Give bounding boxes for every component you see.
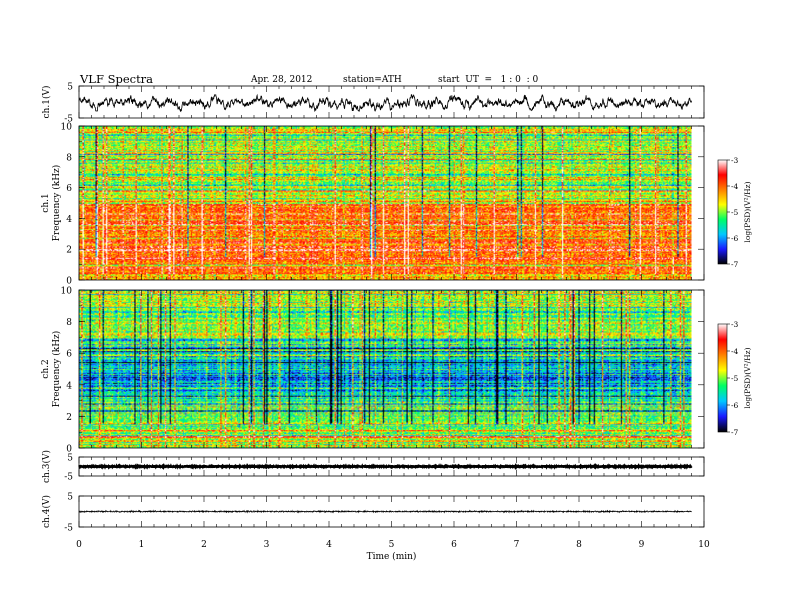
x-tick-label-10: 10 xyxy=(698,540,710,550)
x-tick-label-1: 1 xyxy=(139,540,145,550)
s2-y-tick-label: 6 xyxy=(66,350,72,360)
s1-y-tick-label: 8 xyxy=(66,153,72,163)
x-tick-label-2: 2 xyxy=(201,540,207,550)
w4-y-tick-label: -5 xyxy=(64,524,73,534)
spectrogram-images xyxy=(79,126,692,448)
s2-y-label-channel: ch.2 xyxy=(41,359,51,378)
w4-y-tick-label: 5 xyxy=(67,493,73,503)
s2-colorbar-tick-label: -7 xyxy=(731,428,739,437)
s2-y-tick-label: 10 xyxy=(61,287,73,297)
s1-colorbar-tick-label: -3 xyxy=(731,156,739,165)
s1-colorbar-tick-label: -7 xyxy=(731,260,739,269)
s2-y-tick-label: 2 xyxy=(66,413,72,423)
w3-y-label: ch.3(V) xyxy=(41,450,52,483)
s2-y-tick-label: 0 xyxy=(66,445,72,455)
x-axis-label: Time (min) xyxy=(367,551,417,562)
w1-y-tick-label: 5 xyxy=(67,83,73,93)
s1-y-label-frequency: Frequency (kHz) xyxy=(51,165,62,242)
x-tick-label-8: 8 xyxy=(576,540,582,550)
s1-colorbar-tick-label: -6 xyxy=(731,234,739,243)
s1-y-label-channel: ch.1 xyxy=(41,193,51,212)
s2-y-label-frequency: Frequency (kHz) xyxy=(51,331,62,408)
w4-trace xyxy=(78,509,692,514)
s1-heatmap xyxy=(79,126,692,280)
s1-y-tick-label: 4 xyxy=(66,215,72,225)
s2-y-tick-label: 8 xyxy=(66,318,72,328)
s2-colorbar-tick-label: -3 xyxy=(731,320,739,329)
s2-y-tick-label: 4 xyxy=(66,381,72,391)
x-tick-label-9: 9 xyxy=(639,540,645,550)
w3-y-tick-label: 5 xyxy=(67,454,73,464)
x-tick-label-5: 5 xyxy=(389,540,395,550)
x-tick-label-4: 4 xyxy=(326,540,332,550)
date-label: Apr. 28, 2012 xyxy=(251,75,313,85)
station-label: station=ATH xyxy=(343,75,402,85)
chart-title: VLF Spectra xyxy=(80,72,154,86)
w3-trace xyxy=(78,463,693,470)
s1-colorbar-label: log(PSD)(V²/Hz) xyxy=(743,181,752,242)
s2-colorbar xyxy=(717,323,728,433)
s1-colorbar xyxy=(717,159,728,265)
waveform-traces xyxy=(78,93,693,514)
x-tick-label-0: 0 xyxy=(76,540,82,550)
s1-y-tick-label: 10 xyxy=(61,123,73,133)
s2-colorbar-tick-label: -4 xyxy=(731,347,739,356)
s1-y-tick-label: 0 xyxy=(66,277,72,287)
x-tick-label-7: 7 xyxy=(514,540,520,550)
colorbars: -3 -4 -5 -6 -7 log(PSD)(V²/Hz) -3 -4 -5 -6 -7 log(P… xyxy=(717,156,752,437)
w1-y-tick-label: -5 xyxy=(64,115,73,125)
w4-y-label: ch.4(V) xyxy=(41,495,52,528)
s1-y-tick-label: 2 xyxy=(66,246,72,256)
w1-trace xyxy=(78,93,692,113)
axis-ticks xyxy=(78,85,705,528)
s1-y-tick-label: 6 xyxy=(66,184,72,194)
s2-colorbar-tick-label: -5 xyxy=(731,374,739,383)
s2-heatmap xyxy=(79,290,692,448)
x-tick-label-3: 3 xyxy=(264,540,270,550)
s2-colorbar-tick-label: -6 xyxy=(731,401,739,410)
s1-colorbar-tick-label: -5 xyxy=(731,208,739,217)
s2-colorbar-label: log(PSD)(V²/Hz) xyxy=(743,347,752,408)
w1-y-label: ch.1(V) xyxy=(41,86,52,119)
w3-y-tick-label: -5 xyxy=(64,473,73,483)
s1-colorbar-tick-label: -4 xyxy=(731,182,739,191)
start-time-label: start UT = 1 : 0 : 0 xyxy=(438,75,539,85)
x-tick-label-6: 6 xyxy=(451,540,457,550)
